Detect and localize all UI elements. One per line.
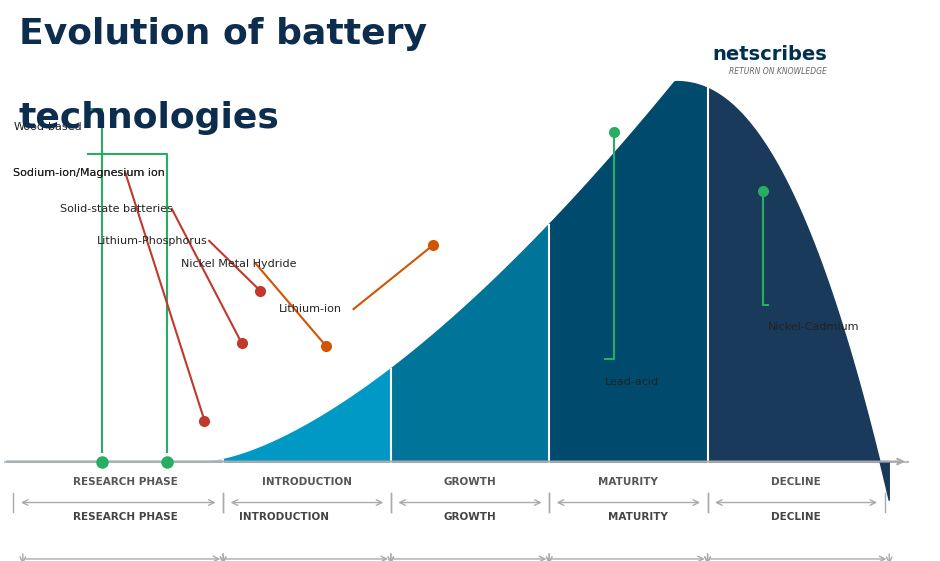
Text: netscribes: netscribes [713,45,827,64]
Text: Sodium-ion/Magnesium ion: Sodium-ion/Magnesium ion [13,168,165,178]
Text: Lead-acid: Lead-acid [605,377,659,387]
Text: Evolution of battery: Evolution of battery [19,17,427,51]
Text: MATURITY: MATURITY [608,512,667,522]
Text: RETURN ON KNOWLEDGE: RETURN ON KNOWLEDGE [729,67,827,76]
Text: RESEARCH PHASE: RESEARCH PHASE [73,477,178,488]
Text: RESEARCH PHASE: RESEARCH PHASE [73,512,178,522]
Polygon shape [4,459,223,462]
Text: technologies: technologies [19,101,280,135]
Text: Wood-based: Wood-based [13,122,82,132]
Text: Nickel-Cadmium: Nickel-Cadmium [768,323,860,332]
Text: DECLINE: DECLINE [771,512,821,522]
Text: Nickel Metal Hydride: Nickel Metal Hydride [181,259,297,269]
Text: DECLINE: DECLINE [771,477,821,488]
Polygon shape [549,81,708,462]
Text: Lithium-ion: Lithium-ion [279,304,342,314]
Text: Lithium-Phosphorus: Lithium-Phosphorus [98,236,208,246]
Text: Solid-state batteries: Solid-state batteries [60,204,173,214]
Polygon shape [223,369,391,462]
Text: GROWTH: GROWTH [444,512,496,522]
Text: INTRODUCTION: INTRODUCTION [262,477,352,488]
Polygon shape [708,88,889,500]
Text: MATURITY: MATURITY [599,477,658,488]
Text: Sodium-ion/Magnesium ion: Sodium-ion/Magnesium ion [13,168,165,178]
Polygon shape [391,224,549,462]
Text: INTRODUCTION: INTRODUCTION [239,512,329,522]
Text: GROWTH: GROWTH [444,477,496,488]
